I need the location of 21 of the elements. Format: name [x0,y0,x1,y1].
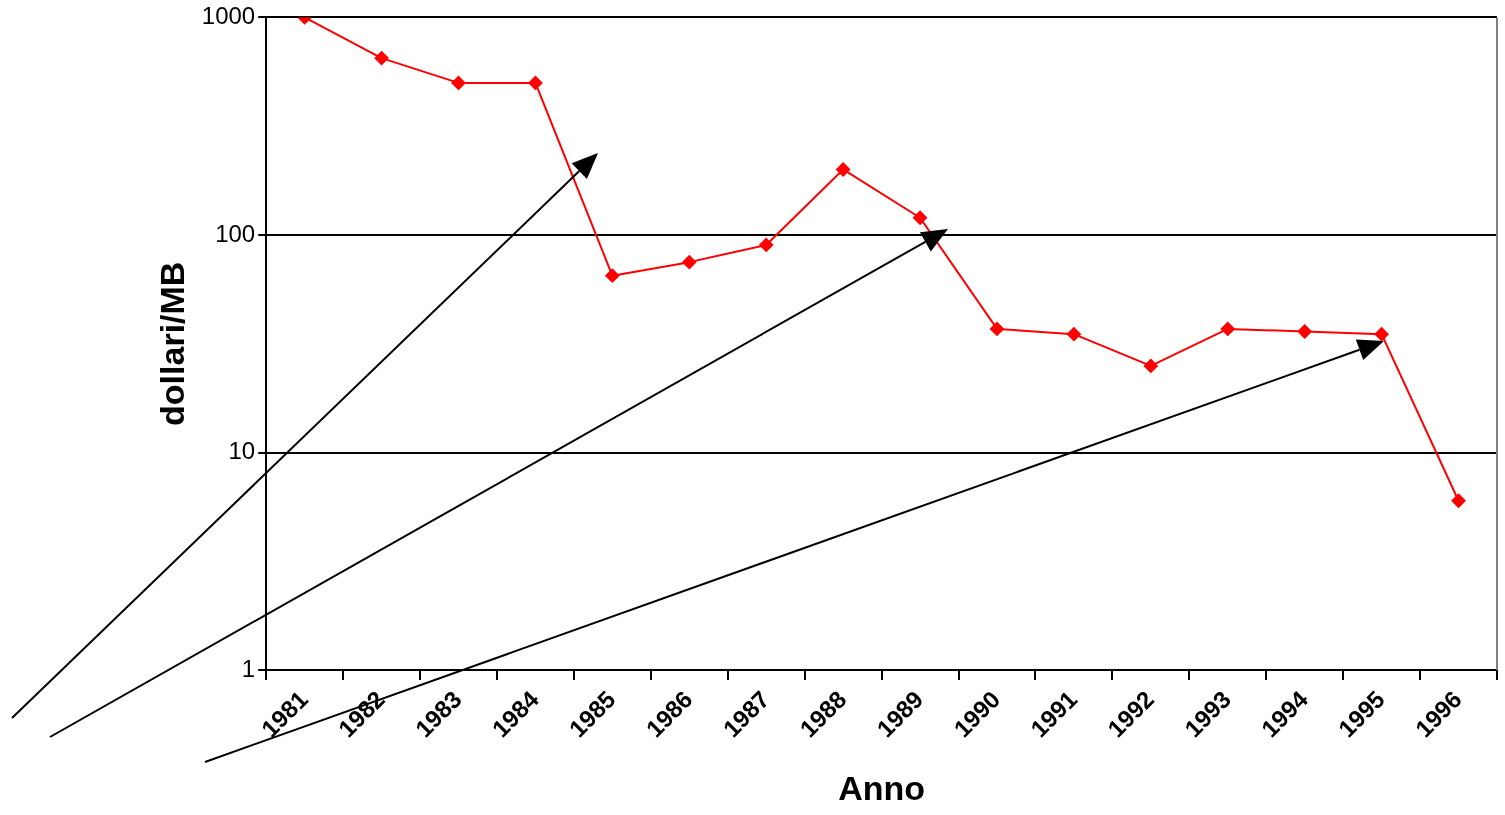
point [1451,493,1466,508]
point [989,321,1004,336]
point [682,255,697,270]
point [1066,327,1081,342]
point [605,268,620,283]
point [374,51,389,66]
y-tick-label: 1000 [201,2,256,30]
point [528,75,543,90]
point [913,210,928,225]
point [759,237,774,252]
y-tick-label: 100 [215,219,256,247]
point [1297,324,1312,339]
y-axis-title: dollari/MB [152,261,191,426]
point [836,162,851,177]
point [1220,321,1235,336]
point [1374,327,1389,342]
x-axis-title: Anno [838,768,926,807]
point [451,75,466,90]
y-tick-label: 10 [228,437,256,465]
point [1143,358,1158,373]
y-tick-label: 1 [241,654,256,682]
